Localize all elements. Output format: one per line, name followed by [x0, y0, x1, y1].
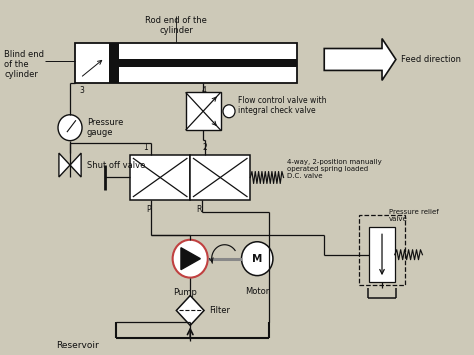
Polygon shape	[70, 153, 81, 177]
Text: Motor: Motor	[245, 286, 269, 296]
Polygon shape	[181, 248, 201, 270]
Polygon shape	[176, 295, 204, 326]
Text: Blind end
of the
cylinder: Blind end of the cylinder	[4, 50, 45, 80]
FancyBboxPatch shape	[118, 59, 297, 67]
Text: Reservoir: Reservoir	[56, 341, 99, 350]
Text: 4: 4	[202, 86, 207, 95]
Polygon shape	[59, 153, 70, 177]
Circle shape	[223, 105, 235, 118]
Text: Flow control valve with
integral check valve: Flow control valve with integral check v…	[238, 95, 327, 115]
FancyBboxPatch shape	[369, 227, 395, 282]
Text: R: R	[197, 205, 202, 214]
Text: Pressure
gauge: Pressure gauge	[87, 118, 123, 137]
Polygon shape	[324, 39, 396, 80]
Text: M: M	[252, 254, 263, 264]
Text: P: P	[146, 205, 150, 214]
Text: Pressure relief
valve: Pressure relief valve	[389, 209, 439, 222]
Text: 4-way, 2-position manually
operated spring loaded
D.C. valve: 4-way, 2-position manually operated spri…	[287, 159, 382, 179]
Text: Shut off valve: Shut off valve	[87, 160, 145, 170]
FancyBboxPatch shape	[74, 43, 297, 83]
Text: Pump: Pump	[173, 288, 197, 296]
FancyBboxPatch shape	[186, 92, 221, 130]
Text: 3: 3	[79, 86, 84, 95]
Text: Rod end of the
cylinder: Rod end of the cylinder	[146, 16, 207, 35]
Circle shape	[58, 115, 82, 141]
Text: 2: 2	[203, 143, 208, 152]
FancyBboxPatch shape	[190, 155, 250, 200]
Circle shape	[173, 240, 208, 278]
Text: 1: 1	[143, 143, 147, 152]
FancyBboxPatch shape	[130, 155, 190, 200]
Circle shape	[241, 242, 273, 275]
Text: Feed direction: Feed direction	[401, 55, 461, 64]
Text: Filter: Filter	[210, 306, 231, 315]
FancyBboxPatch shape	[109, 43, 118, 83]
